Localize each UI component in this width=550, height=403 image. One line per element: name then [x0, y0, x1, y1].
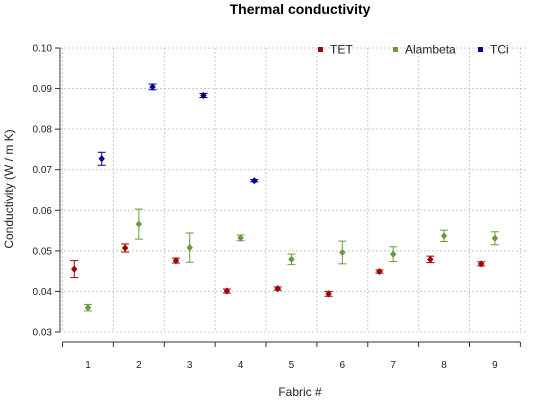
- x-tick-label: 8: [441, 360, 447, 371]
- data-point: [389, 250, 397, 258]
- y-tick-label: 0.03: [33, 328, 53, 339]
- y-axis-label: Conductivity (W / m K): [2, 129, 16, 248]
- x-tick-label: 1: [85, 360, 91, 371]
- axes: 0.03 0.04 0.05 0.06 0.07 0.08 0.09 0.10 1 2 3 4 5 6 7 8…: [33, 44, 521, 371]
- data-point: [121, 244, 129, 252]
- data-point: [200, 91, 207, 100]
- data-point: [478, 260, 485, 268]
- data-point: [84, 304, 92, 312]
- legend-label-tet: TET: [330, 43, 353, 57]
- y-tick-label: 0.10: [33, 44, 53, 55]
- y-tick-label: 0.07: [33, 165, 53, 176]
- x-tick-label: 6: [340, 360, 346, 371]
- x-tick-label: 7: [390, 360, 396, 371]
- legend-swatch-tet: [318, 47, 323, 52]
- data-point: [172, 256, 180, 265]
- x-tick-label: 3: [187, 360, 193, 371]
- data-point: [440, 232, 448, 240]
- data-point: [71, 265, 78, 273]
- data-point: [237, 234, 244, 242]
- data-point: [135, 220, 143, 228]
- y-tick-label: 0.05: [33, 246, 53, 257]
- legend-label-tci: TCi: [490, 43, 509, 57]
- y-tick-label: 0.09: [33, 84, 53, 95]
- data-point: [251, 177, 258, 185]
- data-point: [288, 255, 295, 263]
- series-tci: [97, 83, 259, 185]
- data-point: [274, 284, 281, 293]
- x-axis-label: Fabric #: [278, 385, 322, 399]
- data-point: [491, 234, 499, 242]
- data-point: [186, 244, 193, 252]
- data-point: [149, 83, 156, 91]
- grid: [60, 47, 528, 333]
- series-alambeta: [83, 208, 499, 312]
- legend-swatch-tci: [478, 47, 483, 52]
- data-point: [325, 290, 332, 298]
- data-point: [98, 155, 105, 163]
- legend: TET Alambeta TCi: [318, 43, 509, 57]
- data-point: [376, 267, 383, 276]
- y-tick-label: 0.08: [33, 125, 53, 136]
- x-tick-label: 9: [492, 360, 498, 371]
- chart-title: Thermal conductivity: [230, 1, 371, 17]
- legend-swatch-alambeta: [393, 47, 398, 52]
- x-tick-label: 4: [238, 360, 244, 371]
- data-marks: [70, 83, 499, 312]
- x-tick-label: 5: [289, 360, 295, 371]
- y-tick-label: 0.04: [33, 287, 53, 298]
- series-tet: [70, 243, 486, 298]
- legend-label-alambeta: Alambeta: [405, 43, 456, 57]
- data-point: [427, 255, 434, 263]
- x-tick-label: 2: [136, 360, 142, 371]
- y-tick-label: 0.06: [33, 206, 53, 217]
- data-point: [339, 248, 346, 257]
- data-point: [223, 287, 231, 295]
